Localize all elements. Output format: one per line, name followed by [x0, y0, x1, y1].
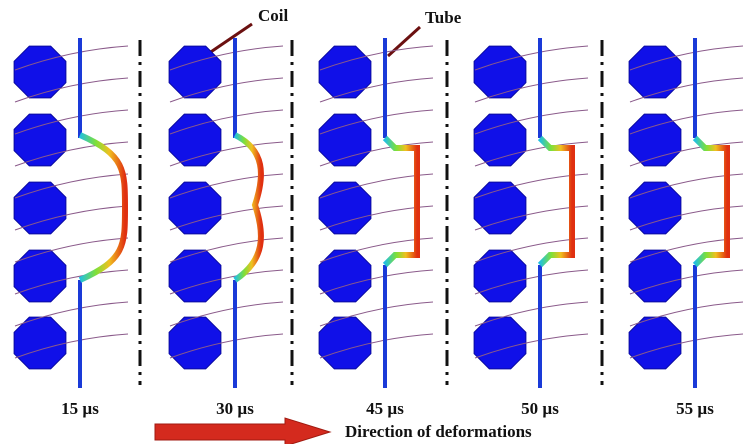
- coil: [629, 250, 681, 302]
- coil: [169, 317, 221, 369]
- coil: [474, 317, 526, 369]
- direction-arrow: [155, 418, 330, 444]
- figure: Coil Tube Direction of deformations 15 µ…: [0, 0, 751, 444]
- coil: [474, 46, 526, 98]
- tube-deformed: [540, 138, 572, 265]
- coil: [169, 250, 221, 302]
- coil: [169, 46, 221, 98]
- coil: [629, 317, 681, 369]
- time-label: 55 µs: [676, 399, 714, 418]
- tube-pointer: [388, 27, 420, 56]
- time-label: 30 µs: [216, 399, 254, 418]
- time-label: 50 µs: [521, 399, 559, 418]
- coil: [474, 250, 526, 302]
- tube-deformed: [695, 138, 727, 265]
- tube-deformed: [235, 135, 261, 280]
- tube-label: Tube: [425, 8, 462, 27]
- tube-deformed: [385, 138, 417, 265]
- coil: [319, 317, 371, 369]
- coil: [319, 46, 371, 98]
- time-label: 15 µs: [61, 399, 99, 418]
- tube-deformed: [80, 135, 125, 280]
- time-label: 45 µs: [366, 399, 404, 418]
- coil: [14, 46, 66, 98]
- coil: [629, 46, 681, 98]
- coil: [14, 250, 66, 302]
- arrow-label: Direction of deformations: [345, 422, 532, 441]
- coil: [319, 250, 371, 302]
- coil-label: Coil: [258, 6, 289, 25]
- coil: [14, 317, 66, 369]
